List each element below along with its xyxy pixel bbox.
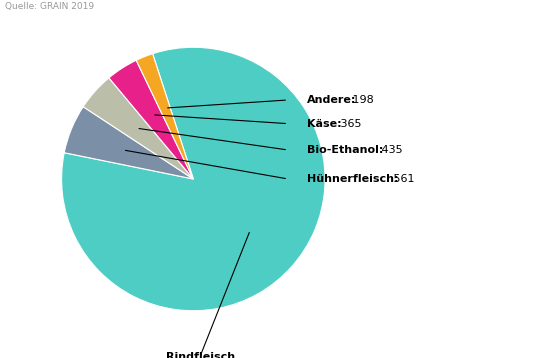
Text: Rindfleisch: Rindfleisch — [166, 352, 236, 358]
Text: Quelle: GRAIN 2019: Quelle: GRAIN 2019 — [5, 2, 95, 11]
Wedge shape — [62, 47, 325, 311]
Text: Käse:: Käse: — [307, 118, 342, 129]
Wedge shape — [136, 54, 193, 179]
Text: 561: 561 — [390, 174, 415, 184]
Wedge shape — [83, 78, 193, 179]
Wedge shape — [64, 107, 193, 179]
Wedge shape — [109, 60, 193, 179]
Text: Bio-Ethanol:: Bio-Ethanol: — [307, 145, 384, 155]
Text: Hühnerfleisch:: Hühnerfleisch: — [307, 174, 399, 184]
Text: 435: 435 — [378, 145, 403, 155]
Text: 198: 198 — [349, 95, 373, 105]
Text: 365: 365 — [337, 118, 361, 129]
Text: Andere:: Andere: — [307, 95, 357, 105]
